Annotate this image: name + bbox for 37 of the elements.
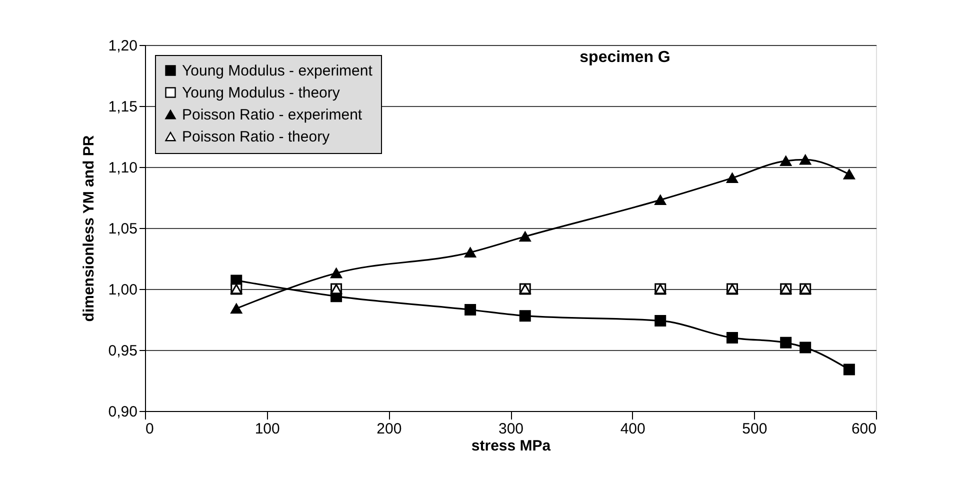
point — [464, 304, 476, 316]
point — [519, 231, 531, 242]
x-tick-label: 400 — [620, 420, 646, 438]
y-tick-label: 1,20 — [108, 38, 138, 54]
point — [519, 310, 531, 322]
y-tick-label: 0,90 — [108, 404, 138, 420]
point — [780, 336, 792, 348]
x-tick-label: 600 — [851, 420, 876, 438]
point — [330, 268, 342, 278]
y-tick-label: 1,05 — [108, 220, 138, 238]
point — [726, 332, 738, 344]
x-tick-label: 100 — [254, 420, 280, 438]
chart-title: specimen G — [580, 49, 670, 66]
y-tick-label: 1,15 — [108, 98, 138, 116]
point — [726, 172, 738, 184]
legend-label: Poisson Ratio - theory — [182, 128, 330, 146]
point — [800, 154, 812, 165]
point — [800, 342, 812, 354]
legend-label: Poisson Ratio - experiment — [182, 106, 363, 124]
y-tick-label: 1,10 — [108, 160, 138, 176]
x-tick-label: 500 — [742, 420, 768, 438]
y-tick-label: 0,95 — [108, 342, 138, 360]
point — [464, 247, 476, 258]
x-axis-title: stress MPa — [471, 438, 552, 454]
point — [230, 303, 242, 314]
point — [843, 364, 855, 376]
x-tick-label: 200 — [376, 420, 402, 438]
y-tick-label: 1,00 — [108, 282, 138, 298]
legend-label: Young Modulus - experiment — [182, 62, 374, 80]
point — [780, 156, 792, 166]
legend-label: Young Modulus - theory — [182, 84, 340, 102]
x-tick-label: 300 — [498, 420, 524, 438]
point — [654, 314, 666, 326]
y-axis-title: dimensionless YM and PR — [80, 135, 98, 322]
x-tick-label: 0 — [146, 420, 154, 438]
point — [654, 194, 666, 206]
point — [843, 169, 855, 180]
